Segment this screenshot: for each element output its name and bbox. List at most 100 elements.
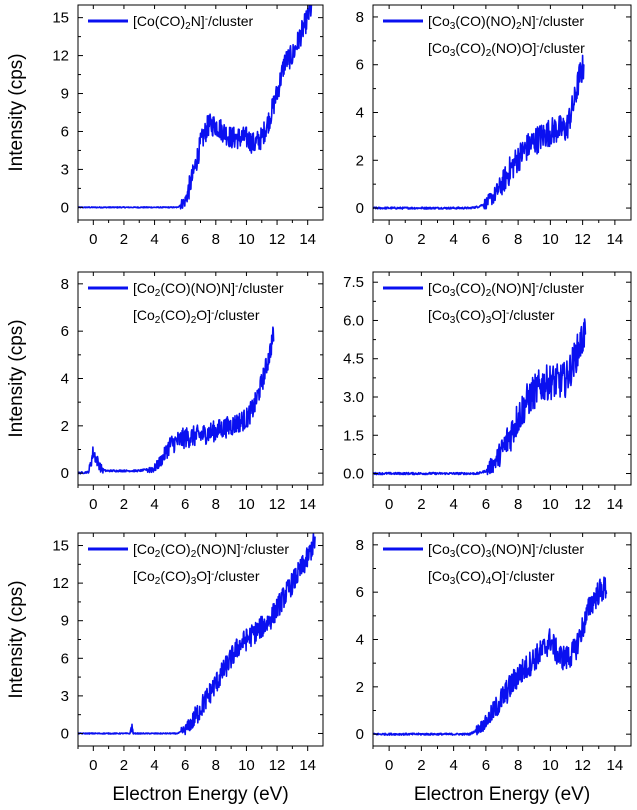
y-tick-label: 2 bbox=[356, 679, 364, 696]
x-tick-label: 0 bbox=[89, 231, 97, 248]
y-tick-label: 4 bbox=[356, 105, 364, 122]
y-tick-label: 0 bbox=[356, 200, 364, 217]
y-tick-label: 9 bbox=[61, 86, 69, 103]
x-tick-label: 4 bbox=[449, 757, 457, 774]
x-tick-label: 12 bbox=[269, 757, 286, 774]
x-tick-label: 14 bbox=[607, 757, 624, 774]
x-tick-label: 6 bbox=[482, 231, 490, 248]
x-tick-label: 2 bbox=[417, 757, 425, 774]
x-tick-label: 0 bbox=[385, 757, 393, 774]
y-tick-label: 8 bbox=[356, 537, 364, 554]
legend: [Co3(CO)(NO)2N]-/cluster [Co3(CO)2(NO)O]-… bbox=[383, 13, 585, 59]
x-tick-label: 0 bbox=[89, 496, 97, 513]
x-tick-label: 12 bbox=[269, 496, 286, 513]
plot-frame bbox=[372, 532, 632, 747]
x-tick-label: 2 bbox=[417, 496, 425, 513]
x-tick-label: 4 bbox=[449, 496, 457, 513]
spectrum-trace bbox=[373, 54, 585, 210]
y-tick-label: 2 bbox=[61, 418, 69, 435]
legend: [Co3(CO)2(NO)N]-/cluster [Co3(CO)3O]-/clu… bbox=[383, 280, 584, 326]
x-tick-label: 10 bbox=[238, 757, 255, 774]
x-tick-label: 8 bbox=[514, 231, 522, 248]
y-axis-label: Intensity (cps) bbox=[6, 53, 27, 171]
x-tick-label: 10 bbox=[238, 496, 255, 513]
plot-frame bbox=[77, 271, 324, 486]
x-tick-label: 0 bbox=[385, 496, 393, 513]
x-tick-label: 6 bbox=[482, 757, 490, 774]
spectrum-trace bbox=[373, 576, 608, 736]
legend: [Co2(CO)2(NO)N]-/cluster [Co2(CO)3O]-/clu… bbox=[88, 541, 289, 587]
x-tick-label: 12 bbox=[269, 231, 286, 248]
x-tick-label: 2 bbox=[120, 496, 128, 513]
x-tick-label: 2 bbox=[120, 757, 128, 774]
y-tick-label: 6 bbox=[61, 123, 69, 140]
x-tick-label: 12 bbox=[574, 231, 591, 248]
legend: [Co(CO)2N]-/cluster bbox=[88, 13, 253, 32]
panel-row1-left: 0 3 6 9 12 15 0 2 4 6 8 10 12 14 Intensity (cps) [Co(CO… bbox=[6, 4, 324, 248]
y-tick-label: 12 bbox=[52, 48, 69, 65]
y-tick-label: 6 bbox=[61, 323, 69, 340]
x-tick-label: 14 bbox=[299, 757, 316, 774]
y-tick-label: 0 bbox=[61, 465, 69, 482]
y-tick-label: 12 bbox=[52, 575, 69, 592]
y-tick-label: 4 bbox=[61, 371, 69, 388]
x-tick-label: 6 bbox=[181, 757, 189, 774]
y-tick-label: 8 bbox=[356, 9, 364, 26]
legend-entry-label: [Co3(CO)3(NO)N]-/cluster bbox=[428, 541, 584, 560]
y-tick-label: 15 bbox=[52, 538, 69, 555]
y-tick-label: 4 bbox=[356, 632, 364, 649]
x-tick-label: 2 bbox=[417, 231, 425, 248]
x-tick-label: 14 bbox=[299, 496, 316, 513]
y-tick-label: 8 bbox=[61, 276, 69, 293]
x-tick-label: 12 bbox=[574, 757, 591, 774]
panel-row3-left: 0 3 6 9 12 15 0 2 4 6 8 10 12 14 Intensity (cps) Electr… bbox=[6, 532, 324, 805]
y-tick-label: 0 bbox=[61, 199, 69, 216]
legend-entry-label: [Co2(CO)3O]-/cluster bbox=[133, 568, 260, 587]
panel-row2-right: 0.0 1.5 3.0 4.5 6.0 7.5 0 2 4 6 8 10 12 14 [Co3(CO)2(N… bbox=[343, 271, 632, 513]
y-tick-label: 6 bbox=[356, 584, 364, 601]
legend: [Co3(CO)3(NO)N]-/cluster [Co3(CO)4O]-/clu… bbox=[383, 541, 584, 587]
legend-entry-label: [Co3(CO)2(NO)O]-/cluster bbox=[428, 40, 585, 59]
y-tick-label: 6 bbox=[61, 650, 69, 667]
spectrum-trace bbox=[373, 318, 587, 476]
legend-entry-label: [Co3(CO)(NO)2N]-/cluster bbox=[428, 13, 584, 32]
legend-entry-label: [Co(CO)2N]-/cluster bbox=[133, 13, 253, 32]
plot-frame bbox=[77, 4, 324, 221]
x-tick-label: 4 bbox=[150, 757, 158, 774]
y-tick-label: 2 bbox=[356, 152, 364, 169]
y-axis-label: Intensity (cps) bbox=[6, 580, 27, 698]
x-tick-label: 8 bbox=[212, 496, 220, 513]
y-tick-label: 9 bbox=[61, 613, 69, 630]
x-tick-label: 4 bbox=[150, 231, 158, 248]
x-tick-label: 10 bbox=[238, 231, 255, 248]
legend-entry-label: [Co3(CO)2(NO)N]-/cluster bbox=[428, 280, 584, 299]
x-tick-label: 14 bbox=[607, 496, 624, 513]
x-tick-label: 8 bbox=[212, 231, 220, 248]
panel-row3-right: 0 2 4 6 8 0 2 4 6 8 10 12 14 Electron Energy (eV) [Co3… bbox=[356, 532, 632, 805]
x-tick-label: 14 bbox=[299, 231, 316, 248]
y-tick-label: 4.5 bbox=[343, 351, 364, 368]
panel-row2-left: 0 2 4 6 8 0 2 4 6 8 10 12 14 Intensity (cps) [Co2(CO)(… bbox=[6, 271, 324, 513]
x-tick-label: 10 bbox=[542, 757, 559, 774]
y-tick-label: 0 bbox=[61, 725, 69, 742]
x-axis-label: Electron Energy (eV) bbox=[414, 784, 590, 805]
y-tick-label: 0 bbox=[356, 726, 364, 743]
x-tick-label: 0 bbox=[89, 757, 97, 774]
x-tick-label: 6 bbox=[181, 231, 189, 248]
y-tick-label: 6 bbox=[356, 57, 364, 74]
x-tick-label: 14 bbox=[607, 231, 624, 248]
legend-entry-label: [Co3(CO)3O]-/cluster bbox=[428, 307, 555, 326]
panel-row1-right: 0 2 4 6 8 0 2 4 6 8 10 12 14 [Co3(CO)(NO)2N]-/cluster… bbox=[356, 4, 632, 248]
y-tick-label: 3 bbox=[61, 688, 69, 705]
spectrum-trace bbox=[78, 326, 275, 475]
y-axis-label: Intensity (cps) bbox=[6, 319, 27, 437]
spectrum-trace bbox=[78, 533, 316, 736]
panels-group: 0 3 6 9 12 15 0 2 4 6 8 10 12 14 Intensity (cps) [Co(CO… bbox=[6, 4, 632, 805]
x-tick-label: 8 bbox=[212, 757, 220, 774]
x-tick-label: 12 bbox=[574, 496, 591, 513]
legend-entry-label: [Co2(CO)2(NO)N]-/cluster bbox=[133, 541, 289, 560]
x-tick-label: 0 bbox=[385, 231, 393, 248]
spectrum-trace bbox=[78, 5, 313, 210]
x-tick-label: 10 bbox=[542, 231, 559, 248]
y-tick-label: 3 bbox=[61, 161, 69, 178]
